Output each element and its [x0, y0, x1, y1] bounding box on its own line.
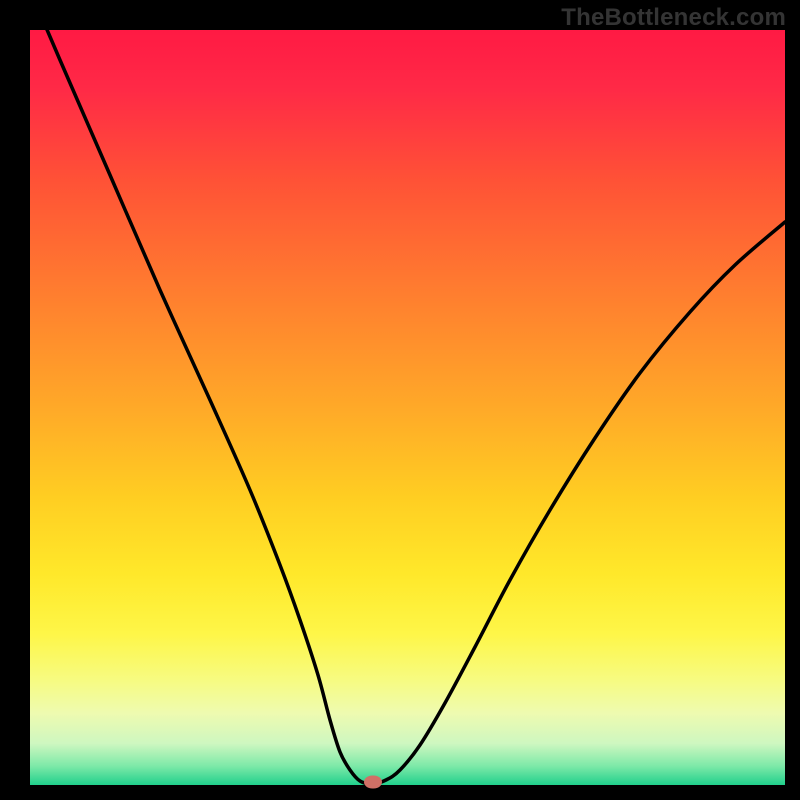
- watermark-text: TheBottleneck.com: [561, 4, 786, 32]
- optimal-point-marker: [364, 776, 382, 789]
- chart-container: TheBottleneck.com: [0, 0, 800, 800]
- gradient-background: [30, 30, 785, 785]
- plot-area: [0, 0, 800, 800]
